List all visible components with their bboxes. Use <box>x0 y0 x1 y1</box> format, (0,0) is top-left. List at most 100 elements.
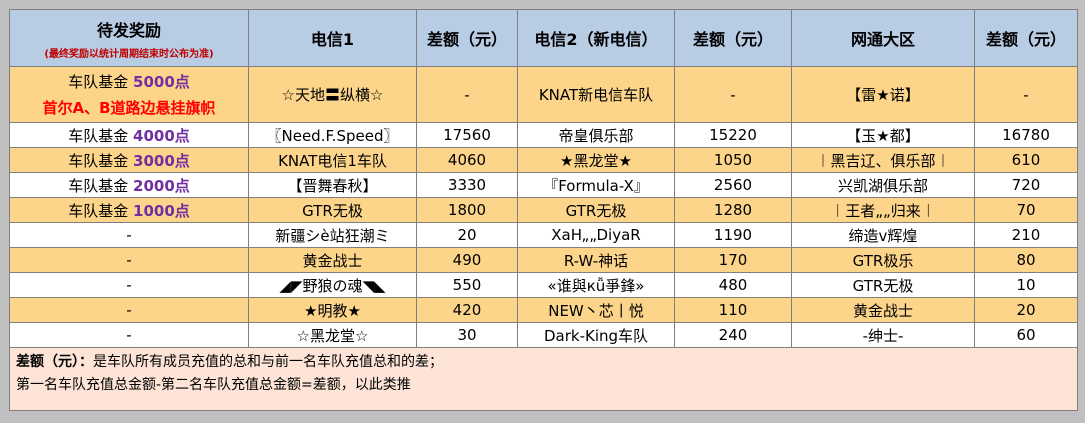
reward-cell: 车队基金 3000点 <box>9 147 249 173</box>
reward-header: 待发奖励 (最终奖励以统计周期结束时公布为准) <box>9 9 249 67</box>
netcom-diff: - <box>974 66 1078 123</box>
footer-line2: 第一名车队充值总金额-第二名车队充值总金额=差额，以此类推 <box>16 377 411 393</box>
reward-points: 2000点 <box>133 176 190 195</box>
reward-prefix: 车队基金 <box>68 73 129 91</box>
telecom2-diff: 240 <box>674 322 792 348</box>
telecom1-team: 新疆シè站狂潮ミ <box>248 222 417 248</box>
netcom-diff: 16780 <box>974 122 1078 148</box>
reward-points: 1000点 <box>133 201 190 220</box>
telecom1-team: 【晋舞春秋】 <box>248 172 417 198</box>
telecom2-diff: 1050 <box>674 147 792 173</box>
reward-cell: 车队基金 5000点首尔A、B道路边悬挂旗帜 <box>9 66 249 123</box>
reward-prefix: 车队基金 <box>68 176 129 195</box>
netcom-team: ︱黑吉辽、俱乐部︱ <box>791 147 975 173</box>
ranking-table: 待发奖励 (最终奖励以统计周期结束时公布为准) 电信1 差额（元） 电信2（新电… <box>9 9 1078 411</box>
table-row: 车队基金 4000点 〖Need.F.Speed〗 17560 帝皇俱乐部 15220 【… <box>9 122 1078 148</box>
netcom-team: ︱王者„„归来︱ <box>791 197 975 223</box>
telecom2-team: 『Formula-X』 <box>517 172 675 198</box>
footer-line1: 是车队所有成员充值的总和与前一名车队充值总和的差； <box>93 354 443 370</box>
reward-prefix: 车队基金 <box>68 151 129 170</box>
telecom2-team: Dark-King车队 <box>517 322 675 348</box>
telecom2-team: XaH„„DiyaR <box>517 222 675 248</box>
netcom-diff: 70 <box>974 197 1078 223</box>
reward-cell: 车队基金 4000点 <box>9 122 249 148</box>
table-row: - 黄金战士 490 R-W-神话 170 GTR极乐 80 <box>9 247 1078 273</box>
telecom1-team: GTR无极 <box>248 197 417 223</box>
telecom2-team: NEW丶芯丨悦 <box>517 297 675 323</box>
diff3-header: 差额（元） <box>974 9 1078 67</box>
telecom2-diff: 110 <box>674 297 792 323</box>
reward-points: 3000点 <box>133 151 190 170</box>
diff1-header: 差额（元） <box>416 9 518 67</box>
netcom-team: -绅士- <box>791 322 975 348</box>
reward-cell: - <box>9 272 249 298</box>
table-row: 车队基金 2000点 【晋舞春秋】 3330 『Formula-X』 2560 兴凯湖俱乐… <box>9 172 1078 198</box>
reward-points: 4000点 <box>133 126 190 145</box>
table-row: - 新疆シè站狂潮ミ 20 XaH„„DiyaR 1190 缔造v辉煌 210 <box>9 222 1078 248</box>
table-row: 车队基金 1000点 GTR无极 1800 GTR无极 1280 ︱王者„„归来︱ 70 <box>9 197 1078 223</box>
telecom2-diff: 15220 <box>674 122 792 148</box>
table-row: - ☆黑龙堂☆ 30 Dark-King车队 240 -绅士- 60 <box>9 322 1078 348</box>
netcom-team: 兴凯湖俱乐部 <box>791 172 975 198</box>
netcom-diff: 10 <box>974 272 1078 298</box>
reward-cell: - <box>9 247 249 273</box>
diff2-header: 差额（元） <box>674 9 792 67</box>
netcom-diff: 60 <box>974 322 1078 348</box>
telecom2-diff: 480 <box>674 272 792 298</box>
telecom1-diff: - <box>416 66 518 123</box>
netcom-diff: 720 <box>974 172 1078 198</box>
telecom2-diff: 2560 <box>674 172 792 198</box>
netcom-team: GTR极乐 <box>791 247 975 273</box>
telecom1-diff: 3330 <box>416 172 518 198</box>
telecom2-team: GTR无极 <box>517 197 675 223</box>
telecom2-team: ★黑龙堂★ <box>517 147 675 173</box>
reward-prefix: - <box>126 251 132 269</box>
table-body: 车队基金 5000点 首尔A、B道路边悬挂旗帜 ☆天地〓纵横☆ - KNAT新电信车队 -… <box>9 66 1078 348</box>
reward-prefix: 车队基金 <box>68 201 129 220</box>
telecom2-header: 电信2（新电信） <box>517 9 675 67</box>
reward-header-title: 待发奖励 <box>96 20 161 40</box>
table-row: 车队基金 3000点 KNAT电信1车队 4060 ★黑龙堂★ 1050 ︱黑吉辽、俱乐部… <box>9 147 1078 173</box>
telecom1-team: 〖Need.F.Speed〗 <box>248 122 417 148</box>
reward-cell: - <box>9 297 249 323</box>
reward-prefix: - <box>126 226 132 244</box>
reward-banner: 首尔A、B道路边悬挂旗帜 <box>42 99 216 117</box>
telecom1-header: 电信1 <box>248 9 417 67</box>
netcom-team: 缔造v辉煌 <box>791 222 975 248</box>
footer-row: 差额（元）：是车队所有成员充值的总和与前一名车队充值总和的差； 第一名车队充值总… <box>9 347 1078 411</box>
netcom-header: 网通大区 <box>791 9 975 67</box>
netcom-team: 黄金战士 <box>791 297 975 323</box>
telecom1-diff: 490 <box>416 247 518 273</box>
header-row: 待发奖励 (最终奖励以统计周期结束时公布为准) 电信1 差额（元） 电信2（新电… <box>9 9 1078 67</box>
reward-prefix: 车队基金 <box>68 126 129 145</box>
reward-cell: 车队基金 1000点 <box>9 197 249 223</box>
reward-points: 5000点 <box>133 73 190 91</box>
netcom-diff: 610 <box>974 147 1078 173</box>
telecom1-diff: 420 <box>416 297 518 323</box>
netcom-team: 【玉★都】 <box>791 122 975 148</box>
ranking-table-container: 待发奖励 (最终奖励以统计周期结束时公布为准) 电信1 差额（元） 电信2（新电… <box>9 9 1078 411</box>
reward-cell: 车队基金 2000点 <box>9 172 249 198</box>
telecom2-team: 帝皇俱乐部 <box>517 122 675 148</box>
telecom1-team: ◢◤野狼の魂◥◣ <box>248 272 417 298</box>
telecom1-diff: 17560 <box>416 122 518 148</box>
reward-cell: - <box>9 222 249 248</box>
footer-label: 差额（元）： <box>16 354 93 370</box>
telecom2-diff: 1280 <box>674 197 792 223</box>
reward-prefix: - <box>126 276 132 294</box>
telecom2-team: R-W-神话 <box>517 247 675 273</box>
telecom1-team: ☆黑龙堂☆ <box>248 322 417 348</box>
telecom1-diff: 1800 <box>416 197 518 223</box>
telecom1-diff: 550 <box>416 272 518 298</box>
netcom-team: 【雷★诺】 <box>791 66 975 123</box>
reward-prefix: - <box>126 326 132 344</box>
telecom2-diff: 170 <box>674 247 792 273</box>
telecom1-team: 黄金战士 <box>248 247 417 273</box>
table-row: - ◢◤野狼の魂◥◣ 550 «谁與кǚ爭鋒» 480 GTR无极 10 <box>9 272 1078 298</box>
telecom1-team: ☆天地〓纵横☆ <box>248 66 417 123</box>
table-row: 车队基金 5000点 首尔A、B道路边悬挂旗帜 ☆天地〓纵横☆ - KNAT新电信车队 -… <box>9 66 1078 123</box>
telecom2-team: «谁與кǚ爭鋒» <box>517 272 675 298</box>
telecom2-diff: 1190 <box>674 222 792 248</box>
telecom1-diff: 4060 <box>416 147 518 173</box>
reward-prefix: - <box>126 301 132 319</box>
